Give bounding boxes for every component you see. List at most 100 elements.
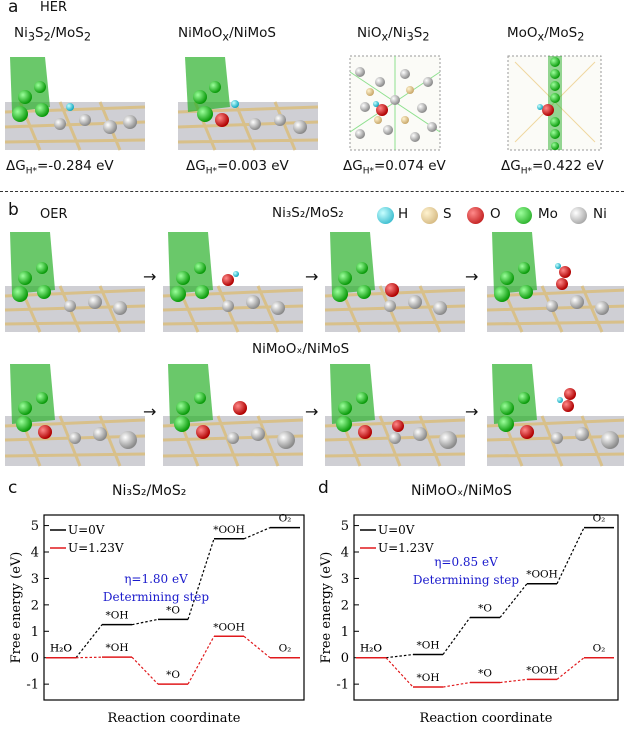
her-structure-1 — [4, 57, 146, 151]
y-tick-label: 0 — [31, 651, 39, 666]
her-structure-3 — [349, 55, 441, 151]
her-title-4: MoOx/MoS2 — [507, 25, 585, 44]
annotation-1: Determining step — [413, 573, 519, 587]
her-dg-3: ΔGH*=0.074 eV — [343, 158, 446, 177]
step-label-1-0: H₂O — [360, 643, 382, 655]
y-tick-label: 2 — [31, 598, 39, 613]
panel-a-title: HER — [40, 0, 68, 15]
step-label-1-2: *O — [478, 668, 492, 680]
energy-connector-1-3 — [243, 635, 271, 659]
plot-frame — [353, 514, 619, 701]
step-label-0-2: *O — [478, 603, 492, 615]
step-label-1-1: *OH — [105, 642, 128, 654]
legend-o-dot — [467, 207, 484, 224]
oer-row2-structures-image — [4, 362, 624, 468]
energy-connector-0-1 — [131, 618, 159, 626]
oer-row1-arrow-2: → — [305, 267, 319, 286]
panel-c-letter: c — [8, 478, 18, 498]
oer-row1-arrow-1: → — [143, 267, 157, 286]
legend-label-1: U=1.23V — [378, 541, 434, 555]
step-label-0-1: *OH — [416, 640, 439, 652]
y-tick-label: 3 — [31, 572, 39, 587]
chart-d: -1 0 1 2 3 4 5 Free energy (eV) Reaction coordin… — [319, 513, 619, 726]
energy-connector-1-1 — [442, 681, 471, 688]
her-title-2: NiMoOx/NiMoS — [178, 25, 276, 44]
chart-c-title: Ni₃S₂/MoS₂ — [112, 483, 187, 499]
energy-connector-0-0 — [75, 624, 103, 659]
her-structure-2 — [177, 57, 319, 151]
her-title-1: Ni3S2/MoS2 — [14, 25, 91, 44]
y-tick-label: 1 — [341, 625, 349, 640]
her-dg-4: ΔGH*=0.422 eV — [501, 158, 604, 177]
step-label-1-2: *O — [166, 669, 180, 681]
her-structures-image — [4, 55, 602, 151]
step-label-1-3: *OOH — [213, 621, 245, 633]
step-label-0-3: *OOH — [526, 569, 558, 581]
section-divider — [0, 191, 624, 192]
annotation-0: η=0.85 eV — [434, 555, 498, 569]
her-structure-4 — [507, 55, 602, 151]
plot-frame — [43, 514, 305, 701]
energy-connector-1-2 — [187, 636, 215, 685]
energy-connector-1-1 — [131, 656, 159, 685]
step-label-0-1: *OH — [105, 610, 128, 622]
y-axis-label: Free energy (eV) — [9, 552, 24, 664]
y-tick-label: 0 — [341, 651, 349, 666]
legend-s-dot — [421, 207, 438, 224]
panel-d-letter: d — [318, 478, 329, 498]
step-label-0-0: H₂O — [360, 643, 382, 655]
energy-connector-1-3 — [556, 657, 585, 680]
her-dg-2: ΔGH*=0.003 eV — [186, 158, 289, 177]
panel-b-letter: b — [8, 200, 19, 220]
annotation-1: Determining step — [103, 590, 209, 604]
y-tick-label: 4 — [341, 546, 349, 561]
energy-connector-1-0 — [75, 656, 103, 659]
oer-row1-arrow-3: → — [465, 267, 479, 286]
legend-mo-dot — [515, 207, 532, 224]
energy-connector-0-2 — [499, 583, 528, 618]
energy-connector-0-1 — [442, 617, 471, 655]
energy-connector-1-0 — [385, 657, 414, 688]
step-label-1-3: *OOH — [526, 664, 558, 676]
step-label-1-1: *OH — [416, 672, 439, 684]
chart-d-title: NiMoOₓ/NiMoS — [411, 483, 512, 499]
energy-connector-0-0 — [385, 653, 414, 659]
panel-b-title: OER — [40, 207, 68, 222]
legend-o-label: O — [490, 206, 501, 222]
y-tick-label: 2 — [341, 598, 349, 613]
energy-connector-0-3 — [556, 527, 585, 584]
y-axis-label: Free energy (eV) — [319, 552, 334, 664]
step-label-0-4: O₂ — [279, 513, 292, 525]
legend-s-label: S — [443, 206, 452, 222]
step-label-1-4: O₂ — [593, 643, 606, 655]
step-label-1-4: O₂ — [279, 643, 292, 655]
legend-h-label: H — [398, 206, 409, 222]
legend-h-dot — [377, 207, 394, 224]
y-tick-label: 1 — [31, 625, 39, 640]
y-tick-label: -1 — [26, 678, 39, 693]
step-label-0-2: *O — [166, 604, 180, 616]
oer-row1-structures-image — [4, 230, 624, 334]
her-title-3: NiOx/Ni3S2 — [357, 25, 430, 44]
y-tick-label: -1 — [336, 678, 349, 693]
energy-connector-0-2 — [187, 538, 215, 620]
energy-connector-1-2 — [499, 678, 528, 684]
oer-row2-arrow-1: → — [143, 402, 157, 421]
x-axis-label: Reaction coordinate — [420, 711, 553, 726]
oer-row2-arrow-2: → — [305, 402, 319, 421]
legend-label-0: U=0V — [68, 523, 105, 537]
legend-label-0: U=0V — [378, 523, 415, 537]
legend-label-1: U=1.23V — [68, 541, 124, 555]
step-label-0-0: H₂O — [50, 643, 72, 655]
annotation-0: η=1.80 eV — [124, 572, 188, 586]
y-tick-label: 3 — [341, 572, 349, 587]
step-label-0-3: *OOH — [213, 524, 245, 536]
y-tick-label: 5 — [31, 519, 39, 534]
step-label-1-0: H₂O — [50, 643, 72, 655]
y-tick-label: 5 — [341, 519, 349, 534]
step-label-0-4: O₂ — [593, 513, 606, 525]
y-tick-label: 4 — [31, 546, 39, 561]
her-dg-1: ΔGH*=-0.284 eV — [6, 158, 114, 177]
legend-mo-label: Mo — [538, 206, 558, 222]
oer-row2-arrow-3: → — [465, 402, 479, 421]
